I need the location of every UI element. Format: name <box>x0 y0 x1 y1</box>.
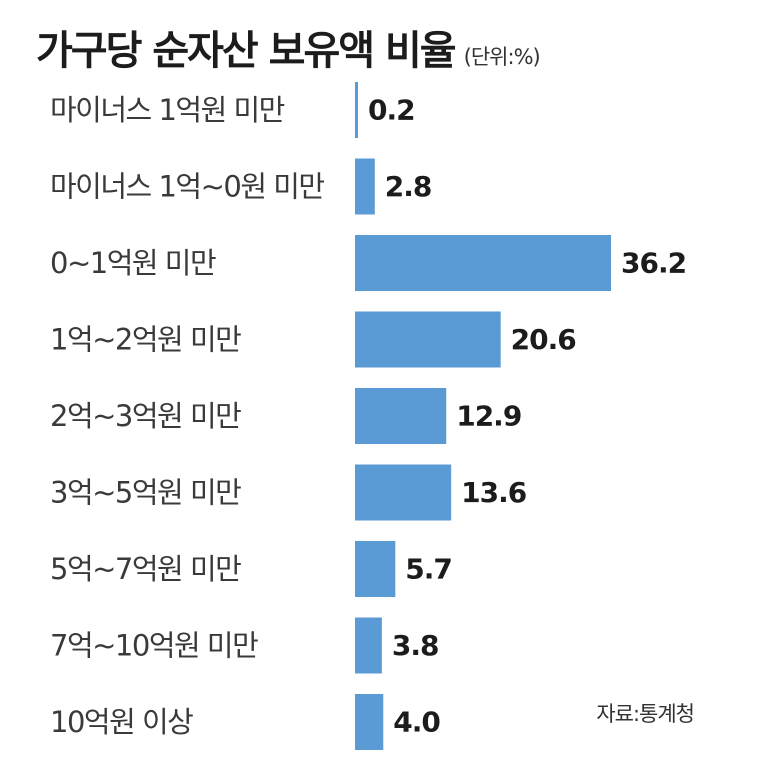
category-label: 1억~2억원 미만 <box>50 323 241 357</box>
value-label: 3.8 <box>392 629 439 662</box>
value-label: 36.2 <box>621 247 686 280</box>
category-label: 10억원 이상 <box>50 705 193 739</box>
category-label: 7억~10억원 미만 <box>50 629 258 663</box>
chart-title: 가구당 순자산 보유액 비율 <box>36 28 457 74</box>
category-label: 마이너스 1억원 미만 <box>50 93 285 127</box>
value-label: 4.0 <box>393 706 440 739</box>
bar <box>355 541 396 597</box>
bar <box>355 235 611 291</box>
bar <box>355 464 452 521</box>
value-label: 12.9 <box>456 400 521 433</box>
category-label: 마이너스 1억~0원 미만 <box>50 170 324 204</box>
value-label: 13.6 <box>461 476 526 509</box>
value-label: 0.2 <box>368 94 415 127</box>
bar <box>355 388 447 444</box>
unit-label: (단위:%) <box>463 45 541 69</box>
bar <box>355 694 384 750</box>
chart-header: 가구당 순자산 보유액 비율 (단위:%) <box>36 18 541 76</box>
value-labels: 0.2 2.8 36.2 20.6 12.9 13.6 5.7 3.8 4.0 <box>368 94 687 739</box>
category-label: 5억~7억원 미만 <box>50 552 241 586</box>
category-label: 0~1억원 미만 <box>50 246 216 280</box>
value-label: 20.6 <box>511 323 576 356</box>
value-label: 5.7 <box>405 553 452 586</box>
bar <box>355 82 358 138</box>
bar <box>355 617 382 674</box>
bar <box>355 311 501 368</box>
value-label: 2.8 <box>385 170 432 203</box>
bar <box>355 158 375 215</box>
bars <box>355 82 611 750</box>
source-note: 자료:통계청 <box>596 702 695 726</box>
category-label: 2억~3억원 미만 <box>50 399 241 433</box>
category-label: 3억~5억원 미만 <box>50 476 241 510</box>
